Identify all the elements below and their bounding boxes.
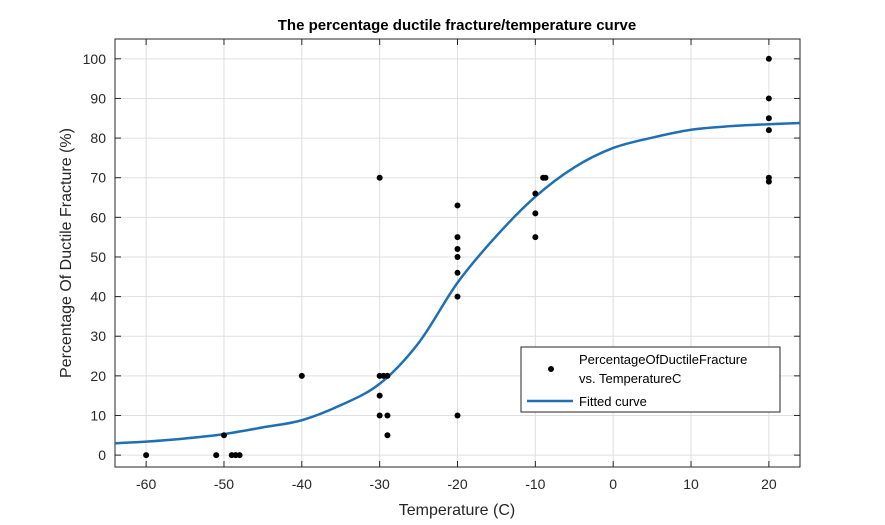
y-axis-label: Percentage Of Ductile Fracture (%) <box>58 128 75 378</box>
data-point <box>765 95 772 102</box>
data-point <box>454 412 461 419</box>
data-point <box>454 234 461 241</box>
data-point <box>765 55 772 62</box>
legend: PercentageOfDuctileFracture vs. Temperat… <box>520 346 781 413</box>
data-point <box>376 174 383 181</box>
data-point <box>384 372 391 379</box>
data-point <box>143 452 150 459</box>
legend-label-scatter-line2: vs. TemperatureC <box>579 371 681 386</box>
x-tick-label: -20 <box>447 476 467 492</box>
legend-label-scatter-line1: PercentageOfDuctileFracture <box>579 352 747 367</box>
x-tick-label: -60 <box>136 476 156 492</box>
data-point <box>454 253 461 260</box>
legend-marker-scatter <box>548 366 554 372</box>
legend-label-curve: Fitted curve <box>579 394 647 409</box>
y-tick-label: 80 <box>90 130 106 146</box>
data-point <box>384 432 391 439</box>
x-tick-label: -10 <box>525 476 545 492</box>
x-tick-label: 20 <box>761 476 777 492</box>
data-point <box>384 412 391 419</box>
data-point <box>532 190 539 197</box>
x-tick-label: -50 <box>214 476 234 492</box>
data-point <box>298 372 305 379</box>
data-point <box>765 127 772 134</box>
data-point <box>532 234 539 241</box>
y-tick-label: 30 <box>90 328 106 344</box>
data-points-layer <box>143 55 772 459</box>
y-tick-label: 90 <box>90 90 106 106</box>
data-point <box>542 174 549 181</box>
data-point <box>765 115 772 122</box>
y-tick-label: 100 <box>83 51 107 67</box>
data-point <box>236 452 243 459</box>
data-point <box>454 293 461 300</box>
y-tick-label: 50 <box>90 249 106 265</box>
x-tick-label: -30 <box>370 476 390 492</box>
data-point <box>454 246 461 253</box>
data-point <box>454 269 461 276</box>
data-point <box>376 392 383 399</box>
data-point <box>213 452 220 459</box>
data-point <box>454 202 461 209</box>
data-point <box>220 432 227 439</box>
x-tick-label: 10 <box>683 476 699 492</box>
chart-title: The percentage ductile fracture/temperat… <box>278 17 636 34</box>
ticks: -60 -50 -40 -30 -20 -10 0 10 20 0 10 20 30 40 50 60 70 80… <box>83 39 800 492</box>
y-tick-label: 60 <box>90 209 106 225</box>
x-tick-label: -40 <box>292 476 312 492</box>
data-point <box>765 178 772 185</box>
y-tick-label: 70 <box>90 170 106 186</box>
data-point <box>376 412 383 419</box>
y-tick-label: 20 <box>90 368 106 384</box>
y-tick-label: 0 <box>98 447 106 463</box>
y-tick-label: 10 <box>90 407 106 423</box>
x-tick-label: 0 <box>609 476 617 492</box>
x-axis-label: Temperature (C) <box>399 502 515 519</box>
y-tick-label: 40 <box>90 289 106 305</box>
data-point <box>532 210 539 217</box>
